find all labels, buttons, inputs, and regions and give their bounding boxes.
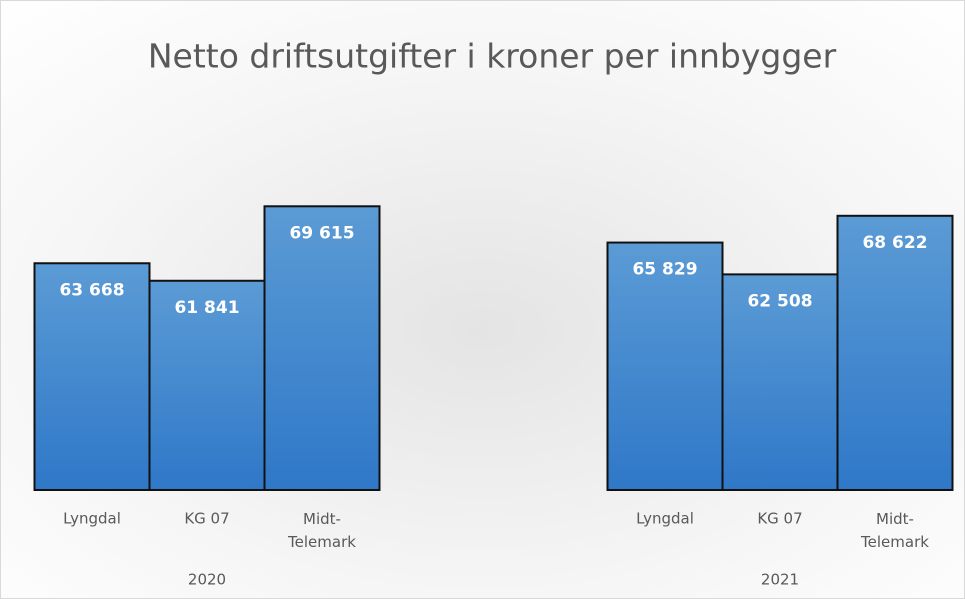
x-tick-label: Lyngdal	[63, 510, 121, 528]
bar	[836, 214, 954, 491]
x-tick-label: KG 07	[184, 510, 229, 528]
bar	[606, 241, 724, 491]
bar	[721, 273, 839, 491]
value-label: 69 615	[289, 223, 354, 243]
chart-title: Netto driftsutgifter i kroner per innbyg…	[148, 37, 837, 76]
bar	[148, 279, 266, 491]
x-tick-label: Midt-Telemark	[860, 510, 929, 551]
bar	[33, 262, 151, 491]
bar	[263, 205, 381, 491]
value-label: 62 508	[747, 291, 812, 311]
x-tick-label: Midt-Telemark	[287, 510, 356, 551]
value-label: 63 668	[59, 280, 124, 300]
group-label: 2021	[761, 571, 799, 589]
value-label: 61 841	[174, 298, 239, 318]
x-tick-label: Lyngdal	[636, 510, 694, 528]
value-label: 68 622	[862, 233, 927, 253]
group-label: 2020	[188, 571, 226, 589]
value-label: 65 829	[632, 260, 697, 280]
x-tick-label: KG 07	[757, 510, 802, 528]
